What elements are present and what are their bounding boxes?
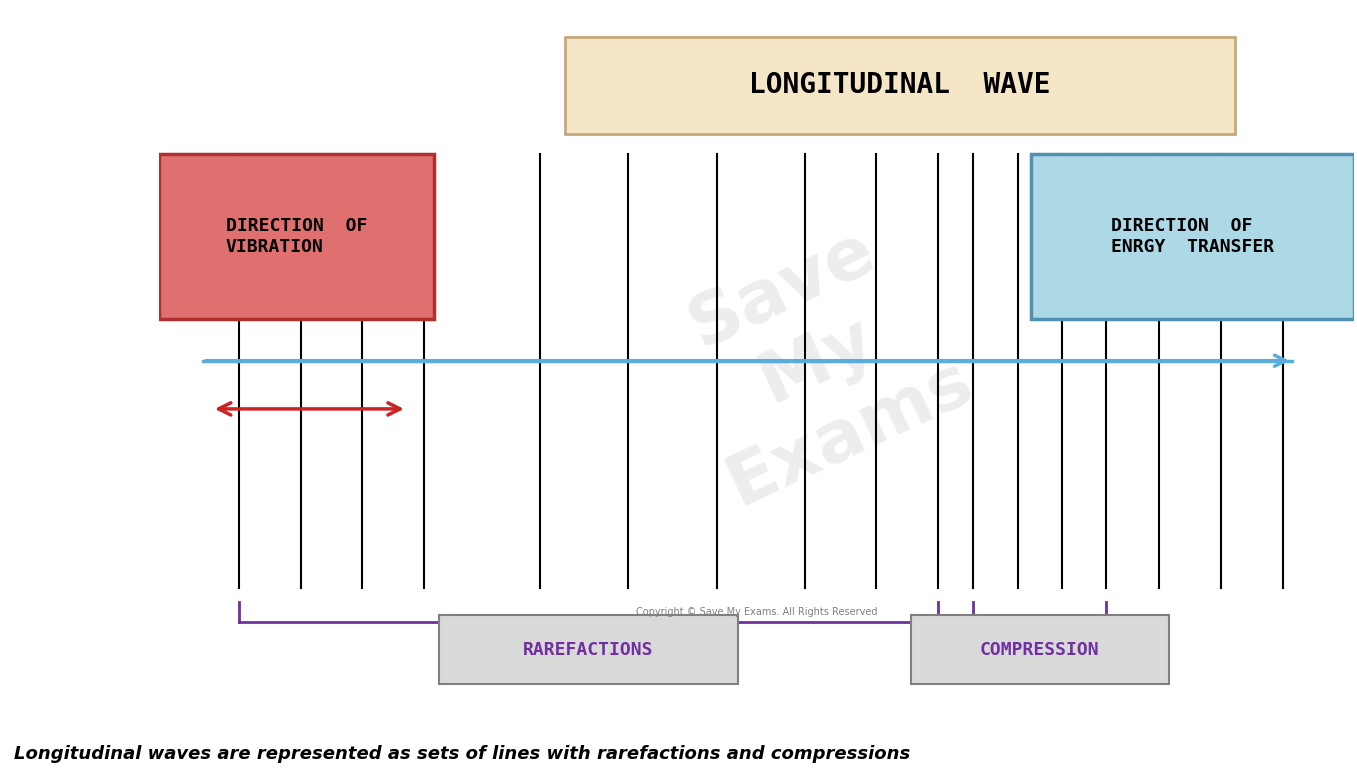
Text: DIRECTION  OF
VIBRATION: DIRECTION OF VIBRATION (225, 217, 366, 256)
Text: COMPRESSION: COMPRESSION (980, 641, 1099, 659)
FancyBboxPatch shape (438, 615, 738, 684)
FancyBboxPatch shape (566, 37, 1235, 133)
Text: Longitudinal waves are represented as sets of lines with rarefactions and compre: Longitudinal waves are represented as se… (14, 746, 909, 763)
FancyBboxPatch shape (911, 615, 1168, 684)
Text: Copyright © Save My Exams. All Rights Reserved: Copyright © Save My Exams. All Rights Re… (636, 607, 877, 617)
Text: DIRECTION  OF
ENRGY  TRANSFER: DIRECTION OF ENRGY TRANSFER (1111, 217, 1274, 256)
Text: Save
My
Exams: Save My Exams (649, 201, 984, 520)
FancyBboxPatch shape (159, 154, 434, 319)
Text: LONGITUDINAL  WAVE: LONGITUDINAL WAVE (749, 72, 1050, 99)
FancyBboxPatch shape (1031, 154, 1354, 319)
Text: RAREFACTIONS: RAREFACTIONS (522, 641, 654, 659)
